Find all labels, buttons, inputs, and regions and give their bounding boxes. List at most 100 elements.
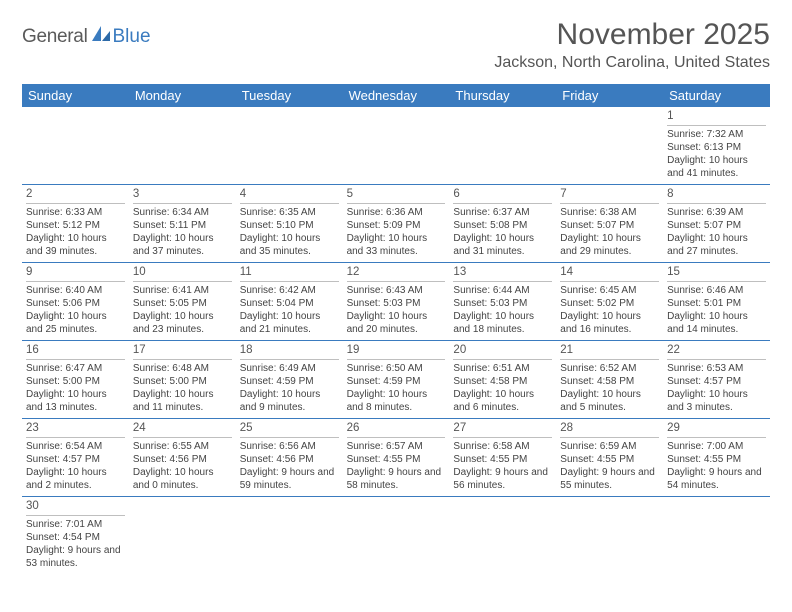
calendar-cell: 29 Sunrise: 7:00 AMSunset: 4:55 PMDayligh…: [663, 419, 770, 496]
calendar-cell: 17Sunrise: 6:48 AMSunset: 5:00 PMDayligh…: [129, 341, 236, 418]
page-header: General Blue November 2025 Jackson, Nort…: [22, 18, 770, 72]
calendar-week: 30Sunrise: 7:01 AMSunset: 4:54 PMDayligh…: [22, 497, 770, 574]
calendar-cell: 30Sunrise: 7:01 AMSunset: 4:54 PMDayligh…: [22, 497, 129, 574]
cell-date: 15: [667, 265, 766, 282]
sunset-text: Sunset: 4:55 PM: [667, 453, 766, 466]
daylight-text: Daylight: 9 hours and 56 minutes.: [453, 466, 552, 492]
calendar-cell: 28Sunrise: 6:59 AMSunset: 4:55 PMDayligh…: [556, 419, 663, 496]
day-header: Saturday: [663, 84, 770, 107]
sunset-text: Sunset: 5:01 PM: [667, 297, 766, 310]
sunset-text: Sunset: 4:59 PM: [347, 375, 446, 388]
daylight-text: Daylight: 10 hours and 37 minutes.: [133, 232, 232, 258]
day-header: Tuesday: [236, 84, 343, 107]
sunset-text: Sunset: 4:59 PM: [240, 375, 339, 388]
daylight-text: Daylight: 10 hours and 11 minutes.: [133, 388, 232, 414]
calendar-cell: 14Sunrise: 6:45 AMSunset: 5:02 PMDayligh…: [556, 263, 663, 340]
sunset-text: Sunset: 5:03 PM: [453, 297, 552, 310]
calendar-cell: 12Sunrise: 6:43 AMSunset: 5:03 PMDayligh…: [343, 263, 450, 340]
sunrise-text: Sunrise: 7:01 AM: [26, 518, 125, 531]
calendar-cell-empty: [449, 497, 556, 574]
sunrise-text: Sunrise: 6:41 AM: [133, 284, 232, 297]
sunset-text: Sunset: 5:07 PM: [560, 219, 659, 232]
sunset-text: Sunset: 4:58 PM: [560, 375, 659, 388]
calendar-cell: 11Sunrise: 6:42 AMSunset: 5:04 PMDayligh…: [236, 263, 343, 340]
calendar-cell: 7Sunrise: 6:38 AMSunset: 5:07 PMDaylight…: [556, 185, 663, 262]
cell-date: 26: [347, 421, 446, 438]
calendar-cell: 24Sunrise: 6:55 AMSunset: 4:56 PMDayligh…: [129, 419, 236, 496]
title-block: November 2025 Jackson, North Carolina, U…: [494, 18, 770, 72]
sunrise-text: Sunrise: 6:36 AM: [347, 206, 446, 219]
sunset-text: Sunset: 4:56 PM: [240, 453, 339, 466]
cell-date: 18: [240, 343, 339, 360]
calendar-cell: 19Sunrise: 6:50 AMSunset: 4:59 PMDayligh…: [343, 341, 450, 418]
calendar-cell: 9Sunrise: 6:40 AMSunset: 5:06 PMDaylight…: [22, 263, 129, 340]
sunrise-text: Sunrise: 6:50 AM: [347, 362, 446, 375]
calendar-cell-empty: [663, 497, 770, 574]
sunrise-text: Sunrise: 6:34 AM: [133, 206, 232, 219]
cell-date: 28: [560, 421, 659, 438]
logo-text-blue: Blue: [113, 26, 151, 48]
daylight-text: Daylight: 10 hours and 25 minutes.: [26, 310, 125, 336]
day-header: Friday: [556, 84, 663, 107]
cell-date: 22: [667, 343, 766, 360]
sunset-text: Sunset: 5:07 PM: [667, 219, 766, 232]
sunset-text: Sunset: 4:55 PM: [453, 453, 552, 466]
daylight-text: Daylight: 9 hours and 55 minutes.: [560, 466, 659, 492]
daylight-text: Daylight: 9 hours and 54 minutes.: [667, 466, 766, 492]
cell-date: 11: [240, 265, 339, 282]
calendar-cell: 8Sunrise: 6:39 AMSunset: 5:07 PMDaylight…: [663, 185, 770, 262]
sunrise-text: Sunrise: 6:45 AM: [560, 284, 659, 297]
day-header: Sunday: [22, 84, 129, 107]
calendar-cell: 10Sunrise: 6:41 AMSunset: 5:05 PMDayligh…: [129, 263, 236, 340]
calendar-cell-empty: [343, 497, 450, 574]
sunrise-text: Sunrise: 6:54 AM: [26, 440, 125, 453]
daylight-text: Daylight: 10 hours and 35 minutes.: [240, 232, 339, 258]
daylight-text: Daylight: 10 hours and 27 minutes.: [667, 232, 766, 258]
sunset-text: Sunset: 5:10 PM: [240, 219, 339, 232]
cell-date: 4: [240, 187, 339, 204]
sunrise-text: Sunrise: 6:53 AM: [667, 362, 766, 375]
sunrise-text: Sunrise: 7:00 AM: [667, 440, 766, 453]
cell-date: 1: [667, 109, 766, 126]
sunrise-text: Sunrise: 6:46 AM: [667, 284, 766, 297]
calendar-weeks: 1Sunrise: 7:32 AMSunset: 6:13 PMDaylight…: [22, 107, 770, 574]
calendar-cell: 1Sunrise: 7:32 AMSunset: 6:13 PMDaylight…: [663, 107, 770, 184]
sunrise-text: Sunrise: 6:57 AM: [347, 440, 446, 453]
daylight-text: Daylight: 10 hours and 9 minutes.: [240, 388, 339, 414]
calendar-cell-empty: [556, 497, 663, 574]
calendar-cell: 22Sunrise: 6:53 AMSunset: 4:57 PMDayligh…: [663, 341, 770, 418]
calendar-cell: 3Sunrise: 6:34 AMSunset: 5:11 PMDaylight…: [129, 185, 236, 262]
sunrise-text: Sunrise: 6:58 AM: [453, 440, 552, 453]
cell-date: 27: [453, 421, 552, 438]
sunset-text: Sunset: 4:56 PM: [133, 453, 232, 466]
sunrise-text: Sunrise: 6:56 AM: [240, 440, 339, 453]
logo-sail-icon: [90, 24, 112, 49]
daylight-text: Daylight: 9 hours and 53 minutes.: [26, 544, 125, 570]
cell-date: 24: [133, 421, 232, 438]
daylight-text: Daylight: 9 hours and 59 minutes.: [240, 466, 339, 492]
cell-date: 29: [667, 421, 766, 438]
cell-date: 21: [560, 343, 659, 360]
sunset-text: Sunset: 5:03 PM: [347, 297, 446, 310]
calendar-cell: 15Sunrise: 6:46 AMSunset: 5:01 PMDayligh…: [663, 263, 770, 340]
day-header: Wednesday: [343, 84, 450, 107]
calendar-cell: 13Sunrise: 6:44 AMSunset: 5:03 PMDayligh…: [449, 263, 556, 340]
sunset-text: Sunset: 5:12 PM: [26, 219, 125, 232]
calendar-cell: 16Sunrise: 6:47 AMSunset: 5:00 PMDayligh…: [22, 341, 129, 418]
sunset-text: Sunset: 6:13 PM: [667, 141, 766, 154]
daylight-text: Daylight: 10 hours and 41 minutes.: [667, 154, 766, 180]
sunset-text: Sunset: 5:06 PM: [26, 297, 125, 310]
cell-date: 7: [560, 187, 659, 204]
cell-date: 9: [26, 265, 125, 282]
cell-date: 5: [347, 187, 446, 204]
cell-date: 3: [133, 187, 232, 204]
sunset-text: Sunset: 5:00 PM: [26, 375, 125, 388]
daylight-text: Daylight: 10 hours and 0 minutes.: [133, 466, 232, 492]
daylight-text: Daylight: 10 hours and 13 minutes.: [26, 388, 125, 414]
daylight-text: Daylight: 10 hours and 18 minutes.: [453, 310, 552, 336]
calendar-week: 1Sunrise: 7:32 AMSunset: 6:13 PMDaylight…: [22, 107, 770, 185]
calendar-cell-empty: [449, 107, 556, 184]
daylight-text: Daylight: 10 hours and 23 minutes.: [133, 310, 232, 336]
sunset-text: Sunset: 5:09 PM: [347, 219, 446, 232]
daylight-text: Daylight: 10 hours and 20 minutes.: [347, 310, 446, 336]
